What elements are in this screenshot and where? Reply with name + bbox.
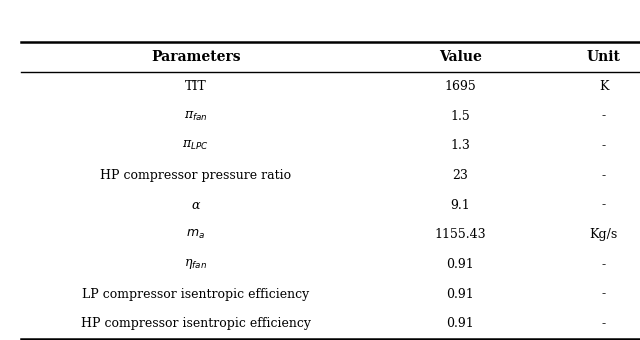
Text: -: - bbox=[602, 258, 605, 271]
Text: η$_{fan}$: η$_{fan}$ bbox=[184, 257, 207, 271]
Text: -: - bbox=[602, 317, 605, 330]
Text: 23: 23 bbox=[452, 169, 468, 182]
Text: 0.91: 0.91 bbox=[446, 288, 474, 301]
Text: HP compressor isentropic efficiency: HP compressor isentropic efficiency bbox=[81, 317, 311, 330]
Text: $m_a$: $m_a$ bbox=[186, 228, 205, 241]
Text: 1155.43: 1155.43 bbox=[435, 228, 486, 241]
Text: K: K bbox=[599, 80, 608, 93]
Text: π$_{LPC}$: π$_{LPC}$ bbox=[182, 139, 209, 152]
Text: TIT: TIT bbox=[185, 80, 207, 93]
Text: Unit: Unit bbox=[587, 50, 621, 64]
Text: 1695: 1695 bbox=[444, 80, 476, 93]
Text: -: - bbox=[602, 288, 605, 301]
Text: 1.3: 1.3 bbox=[451, 139, 470, 152]
Text: -: - bbox=[602, 109, 605, 122]
Text: π$_{fan}$: π$_{fan}$ bbox=[184, 109, 207, 123]
Text: HP compressor pressure ratio: HP compressor pressure ratio bbox=[100, 169, 291, 182]
Text: 0.91: 0.91 bbox=[446, 258, 474, 271]
Text: 0.91: 0.91 bbox=[446, 317, 474, 330]
Text: 1.5: 1.5 bbox=[451, 109, 470, 122]
Text: Parameters: Parameters bbox=[151, 50, 241, 64]
Text: 9.1: 9.1 bbox=[451, 199, 470, 211]
Text: LP compressor isentropic efficiency: LP compressor isentropic efficiency bbox=[82, 288, 309, 301]
Text: -: - bbox=[602, 139, 605, 152]
Text: Kg/s: Kg/s bbox=[589, 228, 618, 241]
Text: α: α bbox=[191, 199, 200, 211]
Text: -: - bbox=[602, 199, 605, 211]
Text: -: - bbox=[602, 169, 605, 182]
Text: Value: Value bbox=[439, 50, 482, 64]
